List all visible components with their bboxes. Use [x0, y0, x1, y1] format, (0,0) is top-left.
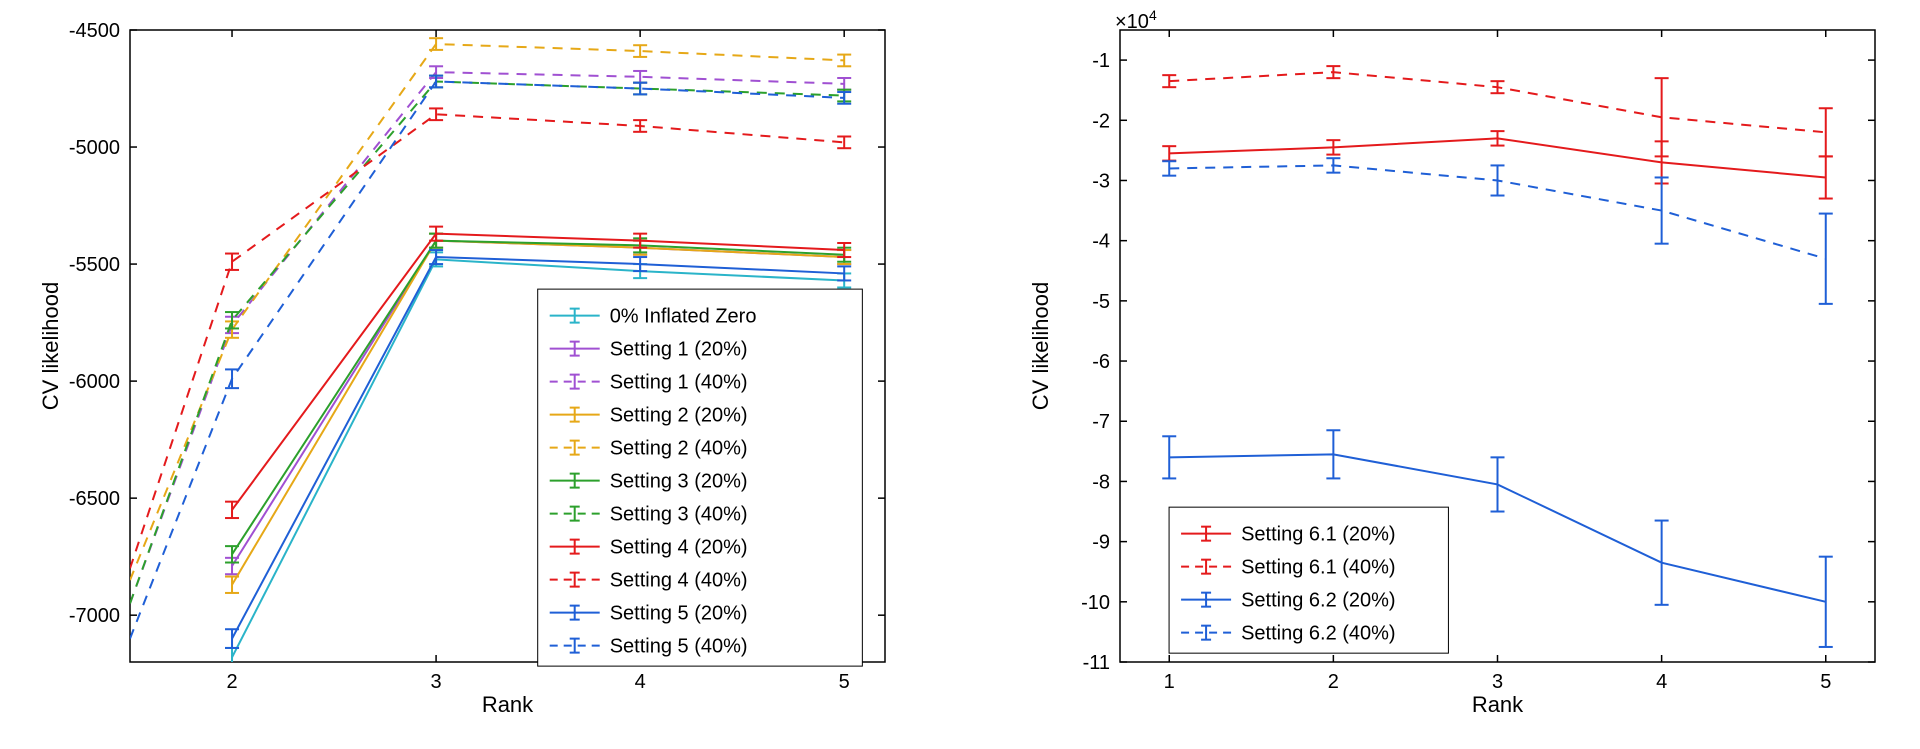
y-tick-label: -6 [1092, 351, 1110, 373]
x-tick-label: 5 [1820, 671, 1831, 693]
x-tick-label: 5 [839, 671, 850, 693]
x-tick-label: 4 [635, 671, 646, 693]
legend-label: Setting 5 (40%) [610, 636, 748, 658]
legend-label: Setting 6.1 (20%) [1241, 524, 1396, 546]
legend-label: Setting 6.2 (20%) [1241, 590, 1396, 612]
x-tick-label: 3 [1492, 671, 1503, 693]
y-tick-label: -5500 [69, 254, 120, 276]
figure-container: 2 3 4 5 -7000 -6500 -6000 -5500 -5000 -4500 Rank CV… [0, 0, 1920, 749]
legend: 0% Inflated Zero Setting 1 (20%) Setting 1… [538, 289, 863, 666]
y-tick-label: -2 [1092, 110, 1110, 132]
legend-label: 0% Inflated Zero [610, 306, 757, 328]
y-tick-label: -4500 [69, 20, 120, 42]
legend-label: Setting 1 (40%) [610, 372, 748, 394]
x-axis-label: Rank [1472, 692, 1524, 717]
legend-label: Setting 5 (20%) [610, 603, 748, 625]
legend-label: Setting 3 (20%) [610, 471, 748, 493]
y-tick-label: -1 [1092, 50, 1110, 72]
legend: Setting 6.1 (20%) Setting 6.1 (40%) Settin… [1169, 507, 1448, 653]
legend-label: Setting 3 (40%) [610, 504, 748, 526]
legend-label: Setting 2 (20%) [610, 405, 748, 427]
legend-label: Setting 4 (40%) [610, 570, 748, 592]
x-tick-label: 1 [1164, 671, 1175, 693]
y-tick-label: -10 [1081, 592, 1110, 614]
x-tick-label: 3 [431, 671, 442, 693]
y-tick-label: -11 [1083, 652, 1110, 674]
y-tick-label: -6500 [69, 488, 120, 510]
x-tick-label: 2 [226, 671, 237, 693]
legend-label: Setting 4 (20%) [610, 537, 748, 559]
y-axis-label: CV likelihood [1028, 282, 1053, 410]
y-tick-label: -8 [1092, 471, 1110, 493]
panel-left: 2 3 4 5 -7000 -6500 -6000 -5500 -5000 -4500 Rank CV… [30, 10, 900, 739]
y-axis-label: CV likelihood [38, 282, 63, 410]
y-tick-label: -3 [1092, 170, 1110, 192]
y-tick-label: -4 [1092, 231, 1110, 253]
y-tick-label: -7000 [69, 605, 120, 627]
legend-label: Setting 1 (20%) [610, 339, 748, 361]
x-axis-label: Rank [482, 692, 534, 717]
x-tick-label: 2 [1328, 671, 1339, 693]
y-tick-label: -6000 [69, 371, 120, 393]
legend-label: Setting 6.2 (40%) [1241, 623, 1396, 645]
panel-right: 12345-11-10-9-8-7-6-5-4-3-2-1×104RankCV … [1020, 10, 1890, 739]
x-tick-label: 4 [1656, 671, 1667, 693]
legend-label: Setting 2 (40%) [610, 438, 748, 460]
y-tick-label: -5 [1092, 291, 1110, 313]
y-tick-label: -9 [1092, 532, 1110, 554]
y-tick-label: -5000 [69, 137, 120, 159]
legend-label: Setting 6.1 (40%) [1241, 557, 1396, 579]
y-tick-label: -7 [1092, 411, 1110, 433]
